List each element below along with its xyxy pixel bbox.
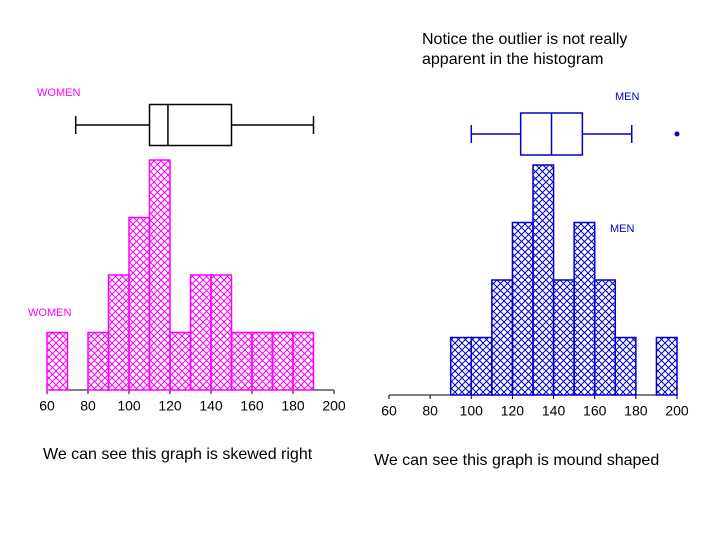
outlier — [674, 131, 680, 137]
boxplot-label: MEN — [615, 91, 640, 103]
histogram-bar — [148, 159, 171, 391]
histogram-bar — [655, 336, 678, 396]
histogram-bar — [87, 331, 110, 391]
histogram-bar — [614, 336, 637, 396]
histogram-label: MEN — [610, 223, 635, 235]
x-tick-label: 120 — [158, 398, 182, 414]
x-tick-label: 180 — [281, 398, 305, 414]
x-tick-label: 160 — [583, 403, 607, 419]
x-tick-label: 180 — [624, 403, 648, 419]
histogram-bar — [511, 221, 534, 396]
x-tick-label: 120 — [501, 403, 525, 419]
note: Notice the outlier is not really apparen… — [422, 31, 628, 68]
x-tick-label: 200 — [322, 398, 346, 414]
histogram-label: WOMEN — [28, 307, 71, 319]
boxplot-label: WOMEN — [37, 87, 80, 99]
histogram-bar — [573, 221, 596, 396]
histogram-bar — [271, 331, 294, 391]
histogram-bar — [292, 331, 315, 391]
histogram-bar — [128, 216, 151, 391]
x-tick-label: 200 — [665, 403, 689, 419]
x-tick-label: 100 — [117, 398, 141, 414]
caption: We can see this graph is skewed right — [43, 446, 313, 463]
histogram-bar — [491, 279, 514, 396]
x-tick-label: 60 — [39, 398, 55, 414]
histogram-bar — [552, 279, 575, 396]
histogram-bar — [470, 336, 493, 396]
histogram-bar — [46, 331, 69, 391]
histogram-bar — [169, 331, 192, 391]
histogram-bar — [189, 274, 212, 391]
caption: We can see this graph is mound shaped — [374, 452, 660, 469]
x-tick-label: 60 — [381, 403, 397, 419]
histogram-bar — [251, 331, 274, 391]
x-tick-label: 160 — [240, 398, 264, 414]
histogram-bar — [593, 279, 617, 396]
histogram-bar — [210, 274, 233, 391]
histogram-bar — [449, 336, 473, 396]
histogram-bar — [532, 164, 555, 396]
box — [148, 103, 233, 147]
x-tick-label: 80 — [80, 398, 96, 414]
x-tick-label: 100 — [460, 403, 484, 419]
histogram-bar — [230, 331, 253, 391]
x-tick-label: 140 — [542, 403, 566, 419]
x-tick-label: 140 — [199, 398, 223, 414]
x-tick-label: 80 — [422, 403, 438, 419]
histogram-bar — [107, 274, 130, 391]
